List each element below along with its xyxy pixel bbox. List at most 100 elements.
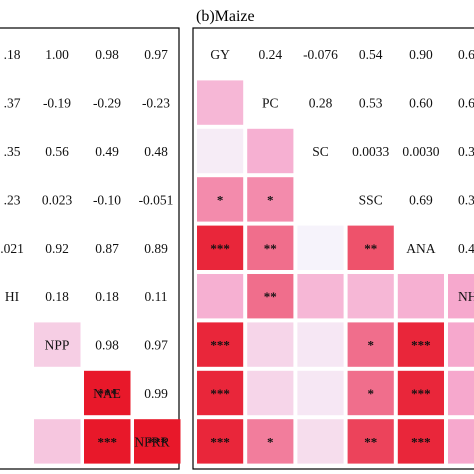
panel-b-title: (b)Maize xyxy=(196,8,255,25)
panel-b-cell xyxy=(297,274,344,319)
panel-b-cell xyxy=(448,274,474,319)
panel-a-correlation-value: 0.89 xyxy=(144,241,168,256)
panel-a-correlation-value: 0.98 xyxy=(95,338,119,353)
panel-b-correlation-value: 0.3 xyxy=(458,192,474,207)
panel-b-cell xyxy=(247,128,294,174)
panel-a-correlation-value: 0.97 xyxy=(144,338,168,353)
panel-b-cell xyxy=(397,419,444,464)
panel-b-correlation-value: 0.3 xyxy=(458,144,474,159)
panel-b-frame xyxy=(192,27,474,470)
panel-b-cell xyxy=(247,322,294,367)
panel-b-variable-label: GY xyxy=(210,47,230,62)
panel-b-cell xyxy=(197,419,244,464)
panel-b-correlation-value: 0.54 xyxy=(359,47,383,62)
panel-a-significance-mark: *** xyxy=(98,434,118,449)
panel-b-variable-label: NH xyxy=(458,289,474,304)
panel-a-correlation-value: 0.18 xyxy=(95,289,119,304)
panel-b-cell xyxy=(247,419,294,464)
panel-a-variable-label: NAE xyxy=(93,386,121,401)
panel-b-significance-mark: *** xyxy=(411,338,431,353)
panel-b-cell xyxy=(197,80,244,125)
panel-a-correlation-value: -0.19 xyxy=(43,96,71,111)
panel-b-cell xyxy=(347,370,394,416)
panel-b-significance-mark: *** xyxy=(411,434,431,449)
heatmap-labels: ****** ***.18 1.00 0.98 0.97.37 -0.19 -0.29 -0.… xyxy=(0,47,474,449)
panel-b-variable-label: ANA xyxy=(406,241,435,256)
panel-b-correlation-value: 0.90 xyxy=(409,47,433,62)
panel-b-significance-mark: * xyxy=(267,434,274,449)
panel-b-cell xyxy=(448,370,474,416)
panel-a-value-fragment: .18 xyxy=(4,47,21,62)
panel-b-cell xyxy=(197,225,244,270)
panel-b-cell xyxy=(247,225,294,270)
panel-a-cell xyxy=(84,419,131,464)
panel-b-significance-mark: *** xyxy=(210,434,230,449)
panel-a-value-fragment: .35 xyxy=(4,144,21,159)
panel-a-correlation-value: 0.18 xyxy=(45,289,69,304)
panel-b-cell xyxy=(197,322,244,367)
panel-a-correlation-value: 0.99 xyxy=(144,386,168,401)
panel-b-correlation-value: 0.28 xyxy=(309,96,333,111)
panel-a-variable-label: NFRR xyxy=(134,434,169,449)
panel-a-cells xyxy=(34,322,181,464)
panel-a-significance-mark: *** xyxy=(148,434,168,449)
panel-a-correlation-value: 0.56 xyxy=(45,144,69,159)
panel-b-correlation-value: 0.6 xyxy=(458,96,474,111)
panel-a-significance-mark: *** xyxy=(98,386,118,401)
panel-a-correlation-value: 0.92 xyxy=(45,241,69,256)
panel-b-significance-mark: * xyxy=(367,386,374,401)
panel-b-cell xyxy=(347,274,394,319)
panel-b-cell xyxy=(197,177,244,222)
panel-b-significance-mark: * xyxy=(217,192,224,207)
panel-a-value-fragment: .23 xyxy=(4,192,21,207)
panel-b-significance-mark: ** xyxy=(364,241,377,256)
panel-b-cell xyxy=(247,177,294,222)
panel-a-correlation-value: 1.00 xyxy=(45,47,69,62)
panel-b-correlation-value: 0.0030 xyxy=(402,144,439,159)
panel-a-cell xyxy=(34,419,81,464)
panel-b-cell xyxy=(397,370,444,416)
panel-b-correlation-value: 0.69 xyxy=(409,192,433,207)
panel-b-significance-mark: *** xyxy=(210,241,230,256)
panel-b-cell xyxy=(197,370,244,416)
panel-b-significance-mark: *** xyxy=(210,338,230,353)
panel-b-correlation-value: 0.0033 xyxy=(352,144,389,159)
panel-a-value-fragment: .37 xyxy=(4,96,21,111)
panel-b-variable-label: PC xyxy=(262,96,279,111)
panel-b-variable-label: SSC xyxy=(359,192,383,207)
panel-a-correlation-value: -0.23 xyxy=(142,96,170,111)
panel-b-significance-mark: *** xyxy=(210,386,230,401)
panel-a-correlation-value: 0.87 xyxy=(95,241,119,256)
panel-b-significance-mark: *** xyxy=(411,386,431,401)
panel-b-cell xyxy=(247,370,294,416)
panel-b-cell xyxy=(197,274,244,319)
panel-a-correlation-value: 0.48 xyxy=(144,144,168,159)
panel-a-value-fragment: .021 xyxy=(0,241,24,256)
panel-b-cell xyxy=(297,322,344,367)
panel-b-cell xyxy=(297,225,344,270)
panel-a-correlation-value: 0.023 xyxy=(42,192,73,207)
panel-b-correlation-value: -0.076 xyxy=(303,47,338,62)
panel-b-correlation-value: 0.53 xyxy=(359,96,383,111)
panel-a-cell xyxy=(134,419,181,464)
panel-b-cell xyxy=(347,322,394,367)
panel-b-cell xyxy=(297,419,344,464)
panel-b-cell xyxy=(197,128,244,174)
panel-a-correlation-value: -0.10 xyxy=(93,192,121,207)
panel-b-variable-label: SC xyxy=(312,144,329,159)
panel-b-significance-mark: * xyxy=(267,192,274,207)
panel-a-variable-label: NPP xyxy=(45,338,70,353)
panel-b-significance-mark: ** xyxy=(364,434,377,449)
panel-a-correlation-value: 0.98 xyxy=(95,47,119,62)
panel-b-significance-mark: ** xyxy=(264,241,277,256)
panel-a-correlation-value: 0.11 xyxy=(144,289,167,304)
panel-b-cell xyxy=(247,274,294,319)
panel-b-cell xyxy=(347,225,394,270)
panel-a-correlation-value: -0.29 xyxy=(93,96,121,111)
panel-a-correlation-value: 0.49 xyxy=(95,144,119,159)
panel-b-correlation-value: 0.4 xyxy=(458,241,474,256)
panel-b-correlation-value: 0.6 xyxy=(458,47,474,62)
panel-b-cell xyxy=(448,322,474,367)
panel-b-cell xyxy=(347,419,394,464)
